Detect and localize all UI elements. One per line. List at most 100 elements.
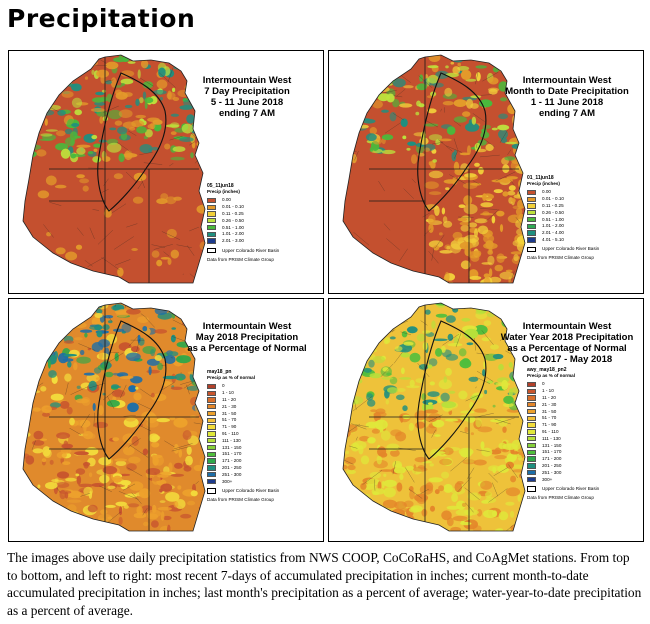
- precip-patch: [103, 315, 114, 319]
- precip-patch: [362, 515, 367, 520]
- county-boundary: [422, 212, 430, 218]
- precip-patch: [158, 67, 166, 78]
- precip-patch: [60, 148, 71, 159]
- precip-patch: [197, 127, 205, 135]
- precip-patch: [349, 343, 354, 350]
- precip-patch: [428, 358, 438, 367]
- data-credit: Data from PRISM Climate Group: [527, 255, 594, 261]
- precip-patch: [485, 491, 492, 498]
- precip-patch: [383, 487, 396, 498]
- precip-patch: [78, 519, 90, 523]
- precip-patch: [89, 524, 97, 531]
- precip-patch: [62, 461, 71, 465]
- county-boundary: [127, 467, 143, 477]
- precip-patch: [388, 515, 401, 526]
- legend-swatch: [207, 238, 216, 244]
- legend-swatch: [207, 404, 216, 410]
- precip-patch: [439, 250, 453, 254]
- county-boundary: [472, 180, 480, 185]
- precip-patch: [428, 223, 434, 233]
- legend-swatch: [527, 203, 536, 209]
- legend-swatch: [527, 216, 536, 223]
- precip-patch: [513, 372, 522, 378]
- legend-heading: awy_may18_pn2: [527, 367, 567, 373]
- precip-patch: [142, 448, 149, 456]
- precip-patch: [23, 363, 37, 373]
- precip-patch: [76, 147, 86, 155]
- precip-patch: [369, 127, 377, 135]
- precip-patch: [172, 87, 176, 93]
- legend-label: 51 - 70: [222, 417, 237, 423]
- county-boundary: [399, 74, 411, 83]
- county-boundary: [140, 78, 154, 87]
- county-boundary: [350, 366, 357, 377]
- precip-patch: [39, 91, 54, 99]
- county-boundary: [450, 457, 468, 472]
- precip-patch: [95, 91, 105, 96]
- legend-basin-item: Upper Colorado River Basin: [207, 488, 279, 494]
- precip-patch: [73, 362, 78, 371]
- region-outline: [342, 302, 526, 532]
- precip-patch: [137, 69, 141, 79]
- precip-patch: [73, 64, 84, 68]
- precip-patch: [23, 348, 32, 357]
- precip-patch: [93, 143, 102, 148]
- county-boundary: [69, 427, 81, 435]
- county-boundary: [499, 130, 508, 143]
- precip-patch: [498, 129, 508, 140]
- county-boundary: [363, 277, 366, 281]
- precip-patch: [423, 123, 439, 127]
- county-boundary: [453, 120, 462, 127]
- precip-patch: [65, 251, 78, 261]
- legend-label: 1 - 10: [542, 388, 554, 394]
- precip-patch: [453, 116, 467, 123]
- legend-item: 0.00: [207, 197, 279, 204]
- precip-patch: [40, 263, 56, 268]
- precip-patch: [168, 351, 179, 357]
- county-boundary: [56, 487, 61, 493]
- county-boundary: [48, 517, 59, 525]
- legend-item: 71 - 90: [207, 424, 279, 431]
- precip-patch: [92, 97, 105, 103]
- precip-patch: [191, 55, 204, 63]
- precip-patch: [152, 119, 163, 125]
- county-boundary: [136, 339, 140, 352]
- precip-patch: [41, 405, 52, 414]
- county-boundary: [475, 386, 477, 389]
- county-boundary: [93, 412, 95, 427]
- legend-label: 0.11 - 0.25: [222, 210, 244, 216]
- precip-patch: [89, 519, 102, 530]
- precip-patch: [343, 393, 350, 398]
- legend-swatch: [527, 196, 536, 202]
- precip-patch: [386, 321, 391, 328]
- county-boundary: [431, 247, 435, 261]
- precip-patch: [191, 303, 196, 310]
- legend-label: 21 - 30: [222, 403, 237, 409]
- county-boundary: [449, 174, 466, 185]
- county-boundary: [171, 446, 191, 452]
- precip-patch: [154, 355, 162, 361]
- precip-patch: [439, 138, 452, 142]
- precip-patch: [127, 402, 139, 413]
- precip-patch: [152, 89, 167, 95]
- county-boundary: [455, 333, 462, 348]
- precip-patch: [99, 474, 110, 484]
- legend-item: 171 - 200: [207, 458, 279, 465]
- county-boundary: [142, 508, 148, 516]
- precip-patch: [438, 485, 445, 492]
- precip-patch: [465, 122, 480, 132]
- precip-patch: [61, 90, 74, 98]
- precip-patch: [71, 514, 77, 521]
- precip-patch: [159, 471, 172, 476]
- precip-patch: [486, 380, 494, 384]
- precip-patch: [146, 420, 159, 428]
- precip-patch: [406, 147, 411, 151]
- precip-patch: [170, 334, 176, 343]
- legend-item: 0.51 - 1.00: [527, 216, 599, 223]
- legend-swatch: [527, 429, 536, 435]
- precip-patch: [403, 85, 414, 89]
- precip-patch: [510, 251, 524, 255]
- region-outline: [22, 54, 206, 284]
- legend-label: 0.26 - 0.50: [542, 209, 564, 215]
- precip-patch: [409, 486, 414, 492]
